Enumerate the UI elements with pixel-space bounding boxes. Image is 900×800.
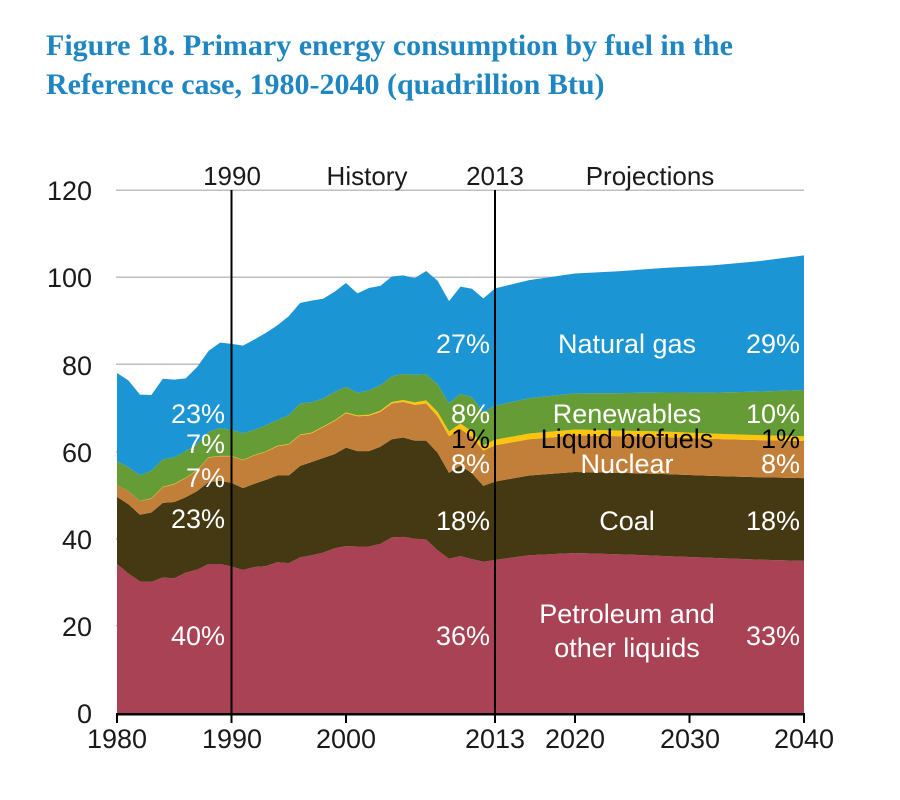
x-tick-1990: 1990 bbox=[201, 724, 263, 754]
series-label-liquid-biofuels: Liquid biofuels bbox=[540, 424, 714, 454]
pct-2040-renewables: 10% bbox=[745, 399, 800, 429]
y-tick-80: 80 bbox=[61, 351, 92, 381]
series-label-coal: Coal bbox=[599, 506, 655, 536]
y-tick-20: 20 bbox=[61, 612, 92, 642]
area-natural-gas bbox=[117, 255, 804, 476]
area-coal bbox=[117, 437, 804, 582]
pct-1990-nuclear: 7% bbox=[185, 463, 225, 493]
pct-1990-petroleum: 40% bbox=[170, 621, 225, 651]
x-tick-2020: 2020 bbox=[544, 724, 606, 754]
y-tick-60: 60 bbox=[61, 438, 92, 468]
x-tick-2040: 2040 bbox=[773, 724, 835, 754]
series-label-renewables: Renewables bbox=[552, 399, 702, 429]
pct-2013-petroleum: 36% bbox=[435, 621, 490, 651]
axis-and-dividers bbox=[116, 190, 805, 723]
pct-1990-coal: 23% bbox=[170, 504, 225, 534]
pct-2013-nuclear: 8% bbox=[450, 449, 490, 479]
x-tick-2030: 2030 bbox=[659, 724, 721, 754]
area-renewables bbox=[117, 373, 804, 501]
x-tick-1980: 1980 bbox=[86, 724, 148, 754]
series-label-nuclear: Nuclear bbox=[580, 449, 674, 479]
pct-2013-coal: 18% bbox=[435, 506, 490, 536]
pct-1990-natural-gas: 23% bbox=[170, 399, 225, 429]
pct-2040-liquid-biofuels: 1% bbox=[760, 424, 800, 454]
y-tick-100: 100 bbox=[46, 263, 92, 293]
pct-2040-coal: 18% bbox=[745, 506, 800, 536]
area-petroleum bbox=[117, 536, 804, 713]
area-nuclear bbox=[117, 401, 804, 515]
pct-2013-renewables: 8% bbox=[450, 399, 490, 429]
figure-title-line1: Figure 18. Primary energy consumption by… bbox=[46, 29, 733, 62]
y-tick-0: 0 bbox=[76, 699, 92, 729]
series-label-natural-gas: Natural gas bbox=[557, 329, 697, 359]
x-tick-2013: 2013 bbox=[464, 724, 526, 754]
x-tick-2000: 2000 bbox=[315, 724, 377, 754]
projections-label: Projections bbox=[585, 161, 715, 191]
figure-title-line2: Reference case, 1980-2040 (quadrillion B… bbox=[46, 68, 605, 101]
y-tick-120: 120 bbox=[46, 176, 92, 206]
pct-2040-nuclear: 8% bbox=[760, 449, 800, 479]
figure-title: Figure 18. Primary energy consumption by… bbox=[46, 26, 876, 104]
stacked-areas bbox=[117, 255, 804, 713]
divider-year-2013-label: 2013 bbox=[466, 161, 524, 191]
history-label: History bbox=[326, 161, 408, 191]
series-label-petroleum: Petroleum and other liquids bbox=[539, 599, 715, 663]
pct-2040-petroleum: 33% bbox=[745, 621, 800, 651]
pct-2040-natural-gas: 29% bbox=[745, 329, 800, 359]
pct-2013-liquid-biofuels: 1% bbox=[450, 424, 490, 454]
y-tick-40: 40 bbox=[61, 525, 92, 555]
pct-2013-natural-gas: 27% bbox=[435, 329, 490, 359]
divider-year-1990-label: 1990 bbox=[203, 161, 261, 191]
pct-1990-renewables: 7% bbox=[185, 429, 225, 459]
